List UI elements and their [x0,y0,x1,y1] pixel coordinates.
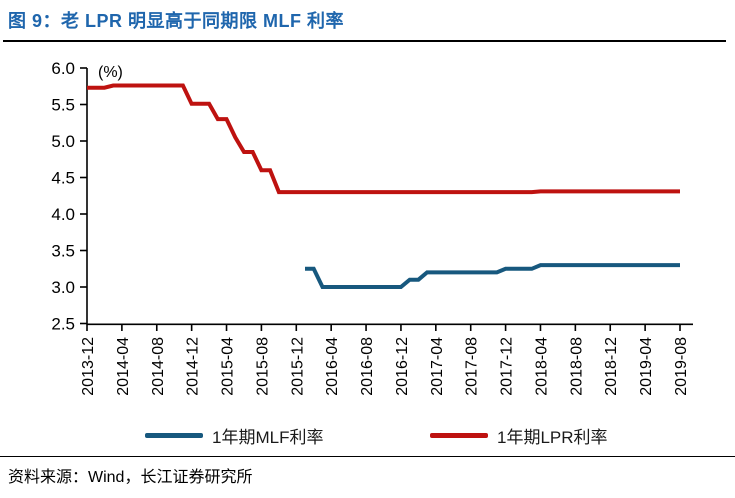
series-line-lpr [87,83,680,195]
lpr-line-swatch [430,432,488,438]
y-tick-label: 4.5 [51,169,75,188]
x-tick-label: 2019-04 [638,337,655,396]
x-tick-label: 2016-12 [394,337,411,396]
x-tick-label: 2019-08 [673,337,690,396]
x-tick-label: 2013-12 [80,337,97,396]
source-note: 资料来源：Wind，长江证券研究所 [8,469,253,486]
y-tick-label: 3.5 [51,242,75,261]
x-tick-label: 2016-08 [359,337,376,396]
rate-line-chart: 6.0 5.5 5.0 4.5 4.0 3.5 3.0 2.5 2013-12 2014-04 20… [51,59,693,396]
chart-legend: 1年期MLF利率 1年期LPR利率 [0,424,735,448]
footer-divider [0,456,735,457]
unit-label: (%) [98,64,123,81]
legend-label-mlf: 1年期MLF利率 [212,427,324,447]
x-tick-label: 2014-12 [185,337,202,396]
x-tick-label: 2017-08 [464,337,481,396]
y-tick-label: 5.5 [51,96,75,115]
y-tick-label: 2.5 [51,315,75,334]
y-tick-label: 5.0 [51,132,75,151]
mlf-line-swatch [145,432,203,438]
x-tick-label: 2018-04 [533,337,550,396]
x-tick-label: 2015-08 [254,337,271,396]
series-line-mlf [305,263,680,289]
legend-item-mlf: 1年期MLF利率 [145,424,324,447]
legend-label-lpr: 1年期LPR利率 [497,427,608,447]
y-tick-label: 6.0 [51,59,75,78]
figure-title: 图 9：老 LPR 明显高于同期限 MLF 利率 [8,11,344,31]
x-tick-label: 2014-08 [150,337,167,396]
title-divider [3,40,726,42]
x-tick-label: 2015-04 [220,337,237,396]
x-tick-label: 2014-04 [115,337,132,396]
x-tick-label: 2018-08 [568,337,585,396]
x-tick-label: 2017-12 [499,337,516,396]
x-tick-label: 2015-12 [289,337,306,396]
y-tick-label: 4.0 [51,205,75,224]
x-tick-label: 2018-12 [603,337,620,396]
y-tick-label: 3.0 [51,278,75,297]
x-tick-label: 2017-04 [429,337,446,396]
x-tick-label: 2016-04 [324,337,341,396]
legend-item-lpr: 1年期LPR利率 [430,424,608,447]
